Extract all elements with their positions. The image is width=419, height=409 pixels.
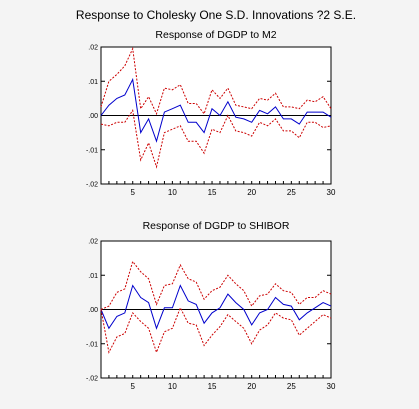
x-tick-label: 20 xyxy=(247,188,256,197)
series-line-upper xyxy=(100,260,332,310)
x-tick-label: 25 xyxy=(287,382,296,391)
series-line-lower xyxy=(100,109,332,169)
x-tick-label: 30 xyxy=(327,188,336,197)
y-tick-label: -.01 xyxy=(86,341,98,348)
x-tick-label: 20 xyxy=(247,382,256,391)
chart-panel-2: Response of DGDP to SHIBOR -.02 -.01 .00 .0… xyxy=(86,220,336,391)
x-tick-label: 30 xyxy=(327,382,336,391)
series-line-response xyxy=(100,284,332,330)
y-tick-label: .02 xyxy=(88,239,98,246)
x-tick-label: 15 xyxy=(208,382,217,391)
x-tick-label: 25 xyxy=(287,188,296,197)
series-line-upper xyxy=(100,46,332,116)
y-tick-label: .01 xyxy=(88,273,98,280)
x-tick-label: 5 xyxy=(130,188,135,197)
y-tick-label: -.02 xyxy=(86,182,98,189)
x-tick-label: 5 xyxy=(130,382,135,391)
y-tick-label: -.02 xyxy=(86,376,98,383)
x-tick-label: 10 xyxy=(168,188,177,197)
x-tick-label: 15 xyxy=(208,188,217,197)
y-tick-label: .01 xyxy=(88,79,98,86)
y-tick-label: .00 xyxy=(88,113,98,120)
y-tick-label: -.01 xyxy=(86,147,98,154)
series-line-response xyxy=(100,77,332,143)
chart-title-1: Response of DGDP to M2 xyxy=(155,29,276,41)
chart-panel-1: Response of DGDP to M2 -.02 -.01 .00 .01 .02… xyxy=(86,29,336,197)
figure-title: Response to Cholesky One S.D. Innovation… xyxy=(76,8,356,22)
y-tick-label: .02 xyxy=(88,45,98,52)
y-tick-label: .00 xyxy=(88,307,98,314)
plot-area-1: -.02 -.01 .00 .01 .02 5 10 15 20 25 30 xyxy=(86,45,336,198)
plot-area-2: -.02 -.01 .00 .01 .02 5 10 15 20 25 30 xyxy=(86,239,336,392)
chart-title-2: Response of DGDP to SHIBOR xyxy=(143,220,290,232)
x-tick-label: 10 xyxy=(168,382,177,391)
